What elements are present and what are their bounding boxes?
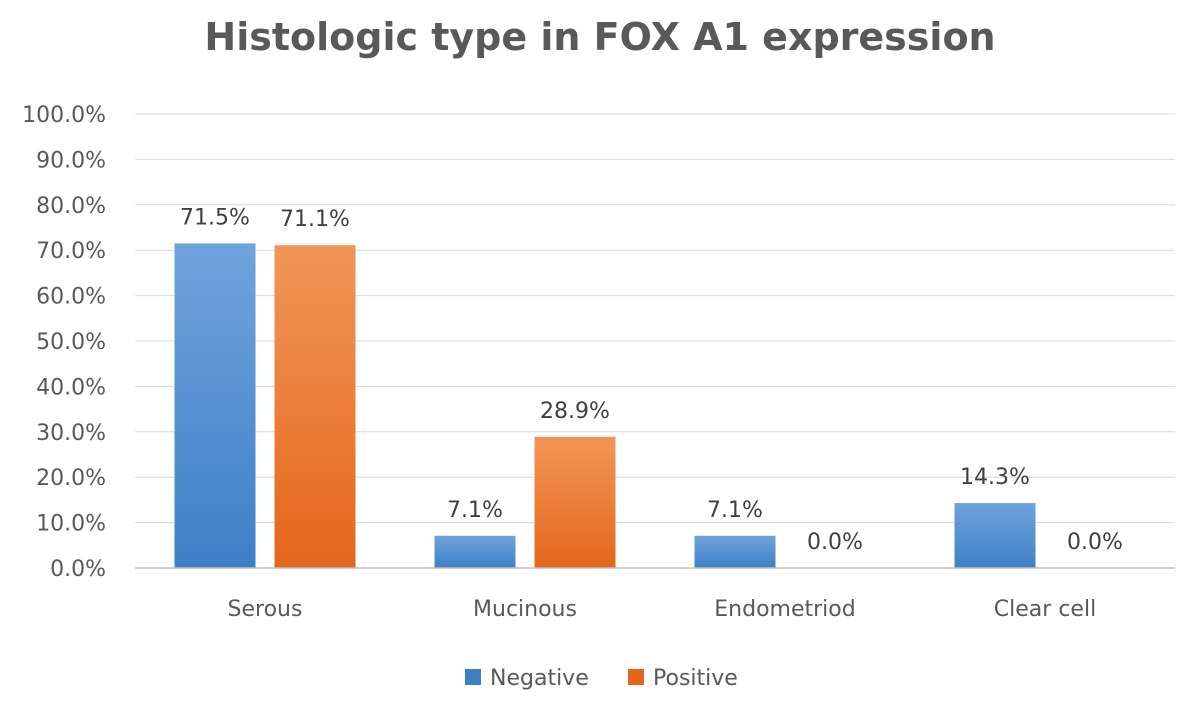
y-tick-label: 30.0% — [36, 421, 106, 446]
y-tick-label: 10.0% — [36, 512, 106, 537]
legend-swatch-negative — [465, 669, 481, 685]
x-category-label: Mucinous — [473, 597, 577, 622]
data-label: 7.1% — [447, 498, 503, 523]
data-label: 14.3% — [960, 465, 1030, 490]
bar-negative-serous — [174, 243, 256, 568]
bar-positive-serous — [274, 245, 356, 568]
x-axis-categories: Serous Mucinous Endometriod Clear cell — [228, 597, 1097, 622]
chart-title: Histologic type in FOX A1 expression — [204, 15, 995, 59]
bar-negative-clear-cell — [954, 503, 1036, 568]
y-tick-label: 60.0% — [36, 285, 106, 310]
y-axis-ticks: 0.0% 10.0% 20.0% 30.0% 40.0% 50.0% 60.0% 70.0% 8… — [22, 103, 106, 582]
y-tick-label: 40.0% — [36, 375, 106, 400]
data-label: 0.0% — [1067, 530, 1123, 555]
legend-swatch-positive — [628, 669, 644, 685]
bar-positive-mucinous — [534, 436, 616, 568]
y-tick-label: 100.0% — [22, 103, 106, 128]
x-category-label: Serous — [228, 597, 303, 622]
data-label: 28.9% — [540, 399, 610, 424]
y-tick-label: 70.0% — [36, 239, 106, 264]
bars — [174, 243, 1036, 568]
data-label: 71.1% — [280, 207, 350, 232]
x-category-label: Endometriod — [714, 597, 855, 622]
y-tick-label: 20.0% — [36, 466, 106, 491]
data-label: 71.5% — [180, 205, 250, 230]
x-category-label: Clear cell — [994, 597, 1096, 622]
data-label: 0.0% — [807, 530, 863, 555]
y-tick-label: 90.0% — [36, 148, 106, 173]
legend: Negative Positive — [465, 666, 738, 691]
y-tick-label: 80.0% — [36, 194, 106, 219]
y-tick-label: 0.0% — [50, 557, 106, 582]
legend-label-positive: Positive — [653, 666, 738, 691]
bar-negative-endometriod — [694, 535, 776, 568]
legend-label-negative: Negative — [490, 666, 589, 691]
data-label: 7.1% — [707, 498, 763, 523]
bar-negative-mucinous — [434, 535, 516, 568]
data-labels: 71.5% 71.1% 7.1% 28.9% 7.1% 0.0% 14.3% 0.0% — [180, 205, 1123, 555]
y-tick-label: 50.0% — [36, 330, 106, 355]
